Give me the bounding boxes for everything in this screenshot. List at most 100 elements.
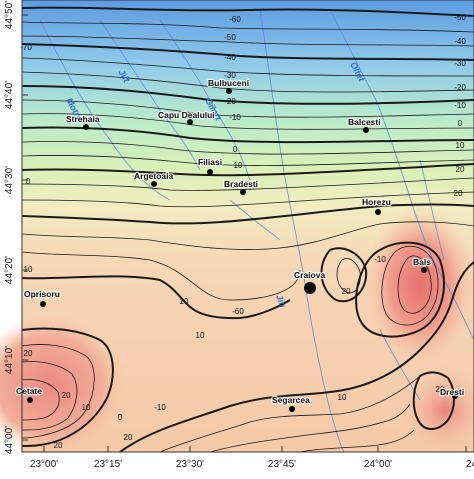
city-marker — [375, 209, 381, 215]
city-label: Bulbuceni — [208, 78, 249, 88]
river-line — [379, 329, 421, 401]
city-label-halo: Segarcea — [272, 395, 310, 405]
contour-label: 10 — [180, 297, 189, 306]
contour-line — [412, 371, 455, 430]
warm-core-southeast — [400, 365, 474, 455]
city-label-halo: Balcesti — [348, 117, 381, 127]
lon-tick-label: 23°15' — [94, 459, 122, 470]
contour-line — [21, 163, 474, 177]
contour-label: 20 — [24, 349, 33, 358]
contour-label: 20 — [342, 287, 351, 296]
contour-label: 0 — [233, 145, 238, 154]
contour-line — [299, 429, 415, 453]
city-marker — [289, 406, 295, 412]
contour-label: -10 — [454, 101, 466, 110]
contour-label: 20 — [436, 385, 445, 394]
contour-line — [21, 251, 301, 301]
contour-line — [21, 6, 474, 17]
city-marker — [40, 301, 46, 307]
contour-line — [21, 21, 474, 33]
city-marker — [363, 127, 369, 133]
lat-tick-label: 44°30' — [4, 166, 15, 194]
lat-tick-label: 44°40' — [4, 81, 15, 109]
river-label-jiu: Jiu — [274, 293, 288, 309]
contour-line — [381, 245, 439, 326]
city-label: Craiova — [294, 270, 325, 280]
contour-label: 20 — [62, 391, 71, 400]
lon-tick-label: 24°00' — [364, 459, 392, 470]
lat-tick-label: 44°00' — [4, 426, 15, 454]
contour-line — [21, 113, 474, 130]
city-marker — [421, 267, 427, 273]
city-label-halo: Dresti — [440, 387, 464, 397]
temperature-field — [0, 0, 474, 455]
contour-label: 20 — [124, 433, 133, 442]
contour-label: 20 — [54, 441, 63, 450]
city-marker — [304, 282, 316, 294]
river-line — [159, 19, 251, 181]
contour-line — [119, 261, 474, 453]
city-marker — [27, 397, 33, 403]
contour-label: -40 — [454, 37, 466, 46]
contour-line — [209, 403, 411, 453]
contour-label: -60 — [232, 307, 244, 316]
city-label: Oprisoru — [24, 289, 60, 299]
contour-label: 0 — [118, 413, 123, 422]
city-label-halo: Craiova — [294, 270, 325, 280]
city-label-halo: Argetoaia — [134, 171, 173, 181]
city-marker — [452, 393, 458, 399]
contour-line — [21, 99, 474, 118]
contour-label: -50 — [224, 33, 236, 42]
lon-tick-label: 23°45' — [268, 459, 296, 470]
city-marker — [151, 181, 157, 187]
contour-label: 10 — [234, 161, 243, 170]
city-marker — [187, 119, 193, 125]
lat-tick-label: 44°50' — [4, 1, 15, 29]
contour-label: 20 — [231, 181, 240, 190]
city-label-halo: Capu Dealului — [158, 110, 215, 120]
river-line — [259, 9, 345, 453]
contour-label: 10 — [456, 141, 465, 150]
contour-line — [21, 85, 474, 105]
contour-label: -20 — [224, 97, 236, 106]
contour-labels-layer: -60 -70 -50 -40 -30 -20 -10 0 10 20 -60 -50 -40 -30 -2… — [20, 13, 466, 450]
contour-line — [21, 275, 291, 320]
contour-label: -10 — [374, 255, 386, 264]
city-label-halo: Bradesti — [224, 179, 258, 189]
city-label: Dresti — [440, 387, 464, 397]
city-label-halo: Bulbuceni — [208, 78, 249, 88]
contour-label: -70 — [20, 43, 32, 52]
contour-line — [21, 327, 114, 447]
contour-line — [21, 221, 474, 250]
contour-label: -20 — [454, 83, 466, 92]
lat-tick-label: 44°20' — [4, 256, 15, 284]
contour-label: -60 — [229, 15, 241, 24]
contour-label: -10 — [229, 113, 241, 122]
contour-line — [21, 35, 474, 47]
city-label: Filiasi — [198, 157, 222, 167]
contour-label: 20 — [456, 165, 465, 174]
city-label: Capu Dealului — [158, 110, 215, 120]
city-label-halo: Horezu — [362, 197, 391, 207]
contour-label: -50 — [454, 13, 466, 22]
city-label-halo: Oprisoru — [24, 289, 60, 299]
contour-line — [21, 57, 474, 77]
axis-layer: 44°50' 44°40' 44°30' 44°20' 44°10' 44°00' 23°0… — [4, 1, 474, 470]
rivers-layer — [39, 9, 474, 453]
river-line — [39, 19, 171, 201]
contour-line — [397, 255, 432, 314]
map-frame — [21, 0, 474, 453]
river-line — [419, 159, 445, 261]
contour-label: -10 — [154, 403, 166, 412]
lon-tick-label: 24° — [466, 459, 474, 470]
contour-label: 10 — [82, 403, 91, 412]
contour-line — [21, 43, 474, 61]
contour-label: 10 — [338, 393, 347, 402]
